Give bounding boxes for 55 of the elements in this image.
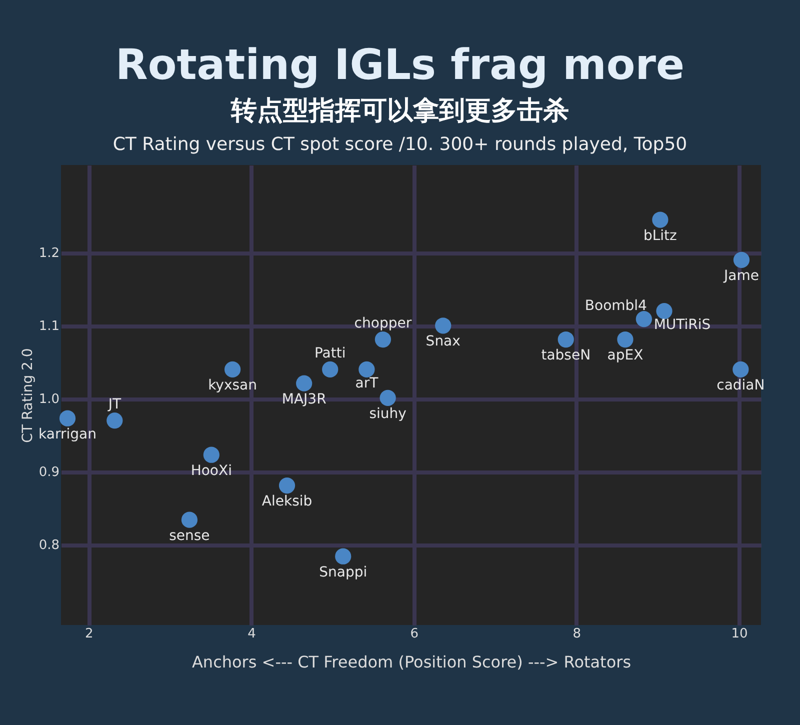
series-label: MUTiRiS [654, 317, 711, 334]
chart-subtitle: 转点型指挥可以拿到更多击杀 [230, 95, 570, 128]
point [106, 412, 123, 429]
series-label: tabseN [541, 348, 591, 364]
point [296, 375, 312, 392]
series-label: sense [169, 528, 210, 544]
point [617, 331, 634, 348]
point [322, 361, 338, 378]
point [335, 548, 352, 564]
series-label: Patti [314, 345, 346, 362]
x-tick-label: 8 [572, 626, 582, 642]
y-axis-title: CT Rating 2.0 [20, 348, 36, 443]
series-label: Snappi [319, 564, 368, 580]
series-label: Boombl4 [584, 298, 648, 314]
series-label: arT [355, 375, 379, 392]
y-tick-label: 1.2 [38, 246, 60, 262]
series-label: cadiaN [716, 377, 765, 394]
point [733, 252, 750, 268]
series-label: siuhy [369, 406, 406, 422]
series-label: Aleksib [262, 494, 312, 510]
point [656, 302, 672, 320]
point [380, 390, 396, 406]
point [59, 410, 76, 426]
series-label: karrigan [38, 426, 96, 442]
y-tick-label: 1.1 [38, 319, 60, 334]
point [435, 318, 452, 334]
point [224, 361, 241, 378]
series-label: Jame [723, 268, 759, 284]
y-tick-label: 1.0 [38, 392, 60, 408]
point [278, 477, 296, 494]
point [181, 512, 198, 528]
series-label: kyxsan [208, 377, 258, 394]
text: CT Rating versus CT spot score /10. 300+ rounds played, Top50 [112, 134, 688, 155]
point [558, 331, 574, 348]
series-label: Snax [426, 334, 460, 350]
y-tick-label: 0.8 [38, 538, 60, 554]
chart-title: Rotating IGLs frag more [114, 40, 686, 89]
point [636, 311, 652, 328]
x-tick-label: 4 [248, 626, 256, 642]
point [652, 212, 668, 228]
x-tick-label: 10 [731, 626, 748, 642]
series-label: JT [107, 396, 122, 413]
x-tick-label: 6 [410, 626, 418, 642]
point [203, 446, 220, 463]
series-label: apEX [607, 348, 644, 364]
series-label: chopper [354, 316, 412, 332]
x-tick-label: 2 [85, 626, 94, 642]
x-axis-title: Anchors <--- CT Freedom (Position Score) ---> Rotators [192, 652, 632, 672]
series-label: HooXi [190, 462, 232, 479]
series-label: MAJ3R [282, 391, 327, 408]
series-label: bLitz [643, 228, 677, 244]
point [358, 361, 375, 378]
y-tick-label: 0.9 [38, 465, 60, 480]
point [732, 361, 749, 378]
point [374, 331, 392, 348]
